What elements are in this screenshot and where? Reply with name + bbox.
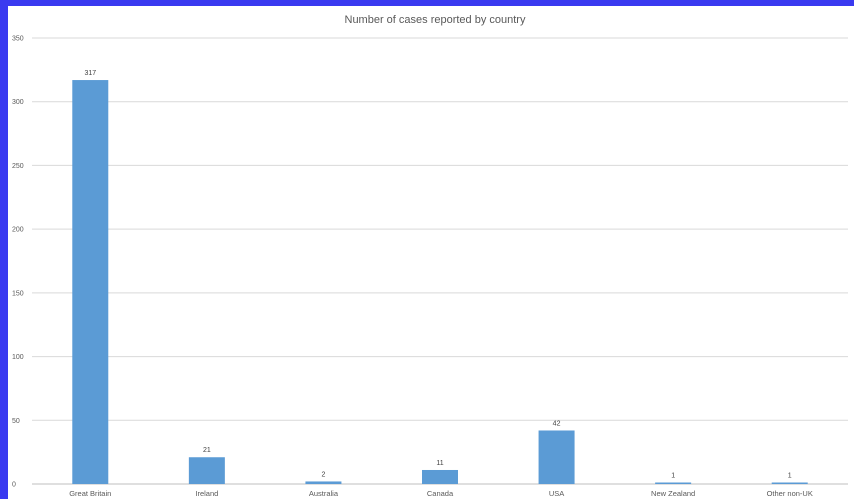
bar-chart: Number of cases reported by country 0 50 1… [12, 14, 848, 498]
data-label: 1 [671, 473, 675, 480]
y-axis-ticks: 0 50 100 150 200 250 300 350 [12, 36, 24, 489]
bars [72, 80, 808, 485]
y-tick-label: 50 [12, 418, 20, 425]
y-tick-label: 0 [12, 482, 16, 489]
data-label: 1 [788, 473, 792, 480]
x-tick-label: Ireland [195, 489, 218, 498]
data-label: 42 [553, 420, 561, 427]
x-tick-label: USA [549, 489, 564, 498]
gridlines [32, 37, 848, 485]
bar [72, 80, 109, 485]
chart-frame: Number of cases reported by country 0 50 1… [8, 6, 854, 499]
x-tick-label: Australia [309, 489, 339, 498]
x-axis-categories: Great Britain Ireland Australia Canada USA Ne… [69, 489, 813, 498]
data-label: 317 [84, 70, 96, 77]
data-label: 2 [321, 471, 325, 478]
y-tick-label: 250 [12, 163, 24, 170]
x-tick-label: Great Britain [69, 489, 111, 498]
y-tick-label: 100 [12, 354, 24, 361]
bar [655, 482, 692, 484]
bar [538, 430, 575, 484]
bar [188, 457, 225, 484]
bar [305, 481, 342, 484]
bar [422, 469, 458, 484]
x-tick-label: New Zealand [651, 489, 695, 498]
chart-title: Number of cases reported by country [345, 14, 526, 26]
y-tick-label: 350 [12, 36, 24, 43]
data-label: 21 [203, 447, 211, 454]
data-label: 11 [436, 460, 443, 467]
y-tick-label: 200 [12, 227, 24, 234]
y-tick-label: 150 [12, 290, 24, 297]
bar [771, 482, 808, 484]
y-tick-label: 300 [12, 99, 24, 106]
x-tick-label: Other non-UK [767, 489, 813, 498]
x-tick-label: Canada [427, 489, 454, 498]
